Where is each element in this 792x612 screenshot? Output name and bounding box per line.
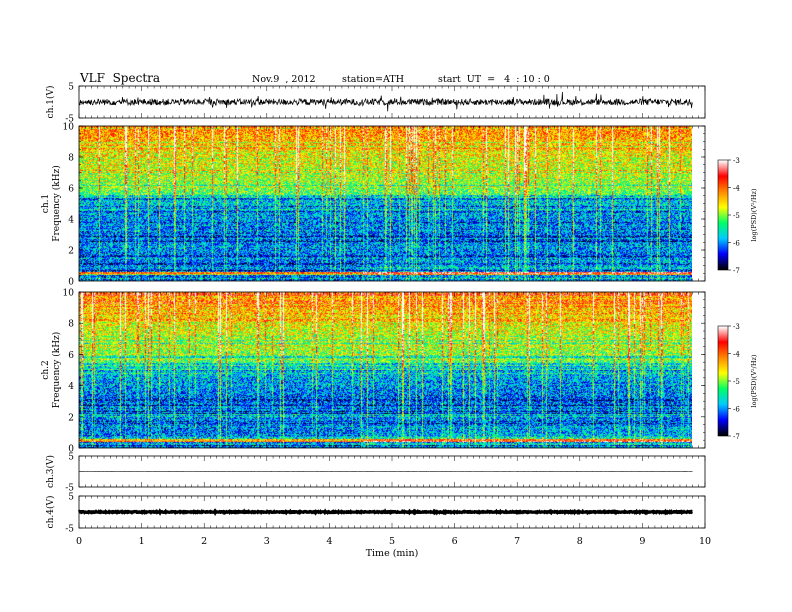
y-tick-label: -5 <box>65 484 74 494</box>
y-tick-label: 8 <box>68 154 74 164</box>
y-tick-label: 5 <box>68 453 74 463</box>
x-tick-label: 6 <box>452 536 458 547</box>
y-tick-label: 6 <box>68 351 74 361</box>
station-label: station=ATH <box>342 74 404 85</box>
y-axis-label: ch.1 <box>41 194 51 213</box>
x-tick-label: 1 <box>139 536 145 547</box>
colorbar-tick-label: -5 <box>733 378 740 386</box>
spectrogram-raster-ch2 <box>79 292 692 448</box>
colorbar-tick-label: -7 <box>733 433 740 441</box>
colorbar-tick-label: -6 <box>733 240 740 248</box>
y-tick-label: 0 <box>68 445 74 455</box>
y-tick-label: 0 <box>68 278 74 288</box>
y-axis-label: ch.4(V) <box>45 496 56 529</box>
x-tick-label: 7 <box>514 536 520 547</box>
colorbar-tick-label: -3 <box>733 157 740 165</box>
x-tick-label: 0 <box>76 536 82 547</box>
y-tick-label: 4 <box>68 216 74 226</box>
spectrogram-raster-ch1 <box>79 126 692 281</box>
y-axis-label: ch.1(V) <box>45 86 56 119</box>
y-tick-label: 10 <box>63 123 75 133</box>
colorbar-tick-label: -6 <box>733 406 740 414</box>
colorbar-tick-label: -3 <box>733 323 740 331</box>
colorbar-tick-label: -5 <box>733 212 740 220</box>
colorbar-ch1 <box>718 160 728 270</box>
x-tick-label: 2 <box>201 536 207 547</box>
y-tick-label: -5 <box>65 115 74 125</box>
x-tick-label: 8 <box>577 536 583 547</box>
colorbar-label: log(PSD)(V²/Hz) <box>750 354 758 407</box>
colorbar-label: log(PSD)(V²/Hz) <box>750 188 758 241</box>
ch4-waveform-line <box>77 508 693 517</box>
date-label: Nov.9 , 2012 <box>252 74 316 85</box>
colorbar-tick-label: -4 <box>733 351 740 359</box>
y-tick-label: 8 <box>68 320 74 330</box>
colorbar-tick-label: -4 <box>733 185 740 193</box>
y-tick-label: 4 <box>68 382 74 392</box>
colorbar-tick-label: -7 <box>733 267 740 275</box>
y-tick-label: 10 <box>63 289 75 299</box>
colorbar-ch2 <box>718 326 728 436</box>
ch1-waveform-line <box>78 91 693 112</box>
chart-title: VLF Spectra <box>80 71 161 85</box>
y-tick-label: 5 <box>68 83 74 93</box>
x-tick-label: 5 <box>389 536 395 547</box>
x-tick-label: 4 <box>326 536 332 547</box>
y-axis-label-frequency: Frequency (kHz) <box>51 332 62 409</box>
y-tick-label: 5 <box>68 493 74 503</box>
x-tick-label: 9 <box>639 536 645 547</box>
y-tick-label: 2 <box>68 247 74 257</box>
x-tick-label: 10 <box>699 536 711 547</box>
x-tick-label: 3 <box>264 536 270 547</box>
y-tick-label: 2 <box>68 413 74 423</box>
x-axis-label: Time (min) <box>366 548 419 559</box>
y-axis-label: ch.2 <box>41 360 51 379</box>
start-time-label: start UT = 4 : 10 : 0 <box>438 74 550 85</box>
y-axis-label-frequency: Frequency (kHz) <box>51 165 62 242</box>
y-tick-label: -5 <box>65 525 74 535</box>
y-tick-label: 6 <box>68 185 74 195</box>
y-axis-label: ch.3(V) <box>45 455 56 488</box>
